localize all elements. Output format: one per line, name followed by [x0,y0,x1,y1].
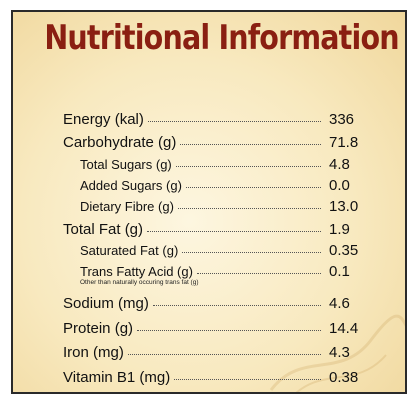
nutrient-value: 0.38 [329,368,359,386]
nutrient-row-saturated-fat: Saturated Fat (g) 0.35 [80,241,358,259]
nutrient-label: Vitamin B1 (mg) [63,368,171,386]
dotted-leader [182,251,321,253]
nutrient-row-sodium: Sodium (mg) 4.6 [63,293,350,313]
nutrient-value: 1.9 [329,220,350,238]
dotted-leader [174,378,321,380]
nutrient-value: 13.0 [329,197,359,215]
nutrient-value: 71.8 [329,133,359,151]
trans-fat-footnote: Other than naturally occuring trans fat … [80,279,199,286]
nutrient-value: 14.4 [329,319,359,337]
nutrient-value: 336 [329,110,355,128]
nutrient-value: 0.0 [329,176,350,194]
nutrient-label: Trans Fatty Acid (g) [80,263,193,279]
nutrient-row-dietary-fibre: Dietary Fibre (g) 13.0 [80,197,358,215]
dotted-leader [175,165,321,167]
dotted-leader [147,230,321,232]
nutrient-value: 4.3 [329,343,350,361]
nutrient-label: Sodium (mg) [63,294,149,312]
dotted-leader [147,120,321,122]
dotted-leader [185,186,321,188]
nutrient-row-trans-fatty-acid: Trans Fatty Acid (g) 0.1 [80,262,350,280]
nutrient-row-total-fat: Total Fat (g) 1.9 [63,219,350,239]
nutrient-label: Total Sugars (g) [80,156,172,172]
nutrient-label: Total Fat (g) [63,220,144,238]
nutrient-row-carbohydrate: Carbohydrate (g) 71.8 [63,132,358,152]
nutrient-label: Energy (kal) [63,110,144,128]
nutrient-row-protein: Protein (g) 14.4 [63,318,358,338]
dotted-leader [180,143,321,145]
panel-title: Nutritional Information [44,18,399,58]
nutrient-label: Protein (g) [63,319,134,337]
nutrient-row-energy: Energy (kal) 336 [63,109,354,129]
dotted-leader [152,304,321,306]
decorative-swirl [269,314,405,392]
nutrient-row-added-sugars: Added Sugars (g) 0.0 [80,176,350,194]
nutrient-label: Saturated Fat (g) [80,242,179,258]
nutrient-value: 0.35 [329,241,359,259]
nutrient-label: Dietary Fibre (g) [80,198,174,214]
nutrient-label: Added Sugars (g) [80,177,182,193]
nutrient-row-total-sugars: Total Sugars (g) 4.8 [80,155,350,173]
dotted-leader [127,353,321,355]
nutrient-label: Carbohydrate (g) [63,133,177,151]
nutrient-value: 4.6 [329,294,350,312]
nutrient-row-vitamin-b1: Vitamin B1 (mg) 0.38 [63,367,358,387]
nutrient-value: 0.1 [329,262,350,280]
dotted-leader [196,272,321,274]
dotted-leader [177,207,321,209]
nutrient-label: Iron (mg) [63,343,124,361]
nutrient-row-iron: Iron (mg) 4.3 [63,342,350,362]
nutrient-value: 4.8 [329,155,350,173]
nutrition-panel: Nutritional Information Energy (kal) 336… [11,10,407,394]
dotted-leader [137,329,321,331]
